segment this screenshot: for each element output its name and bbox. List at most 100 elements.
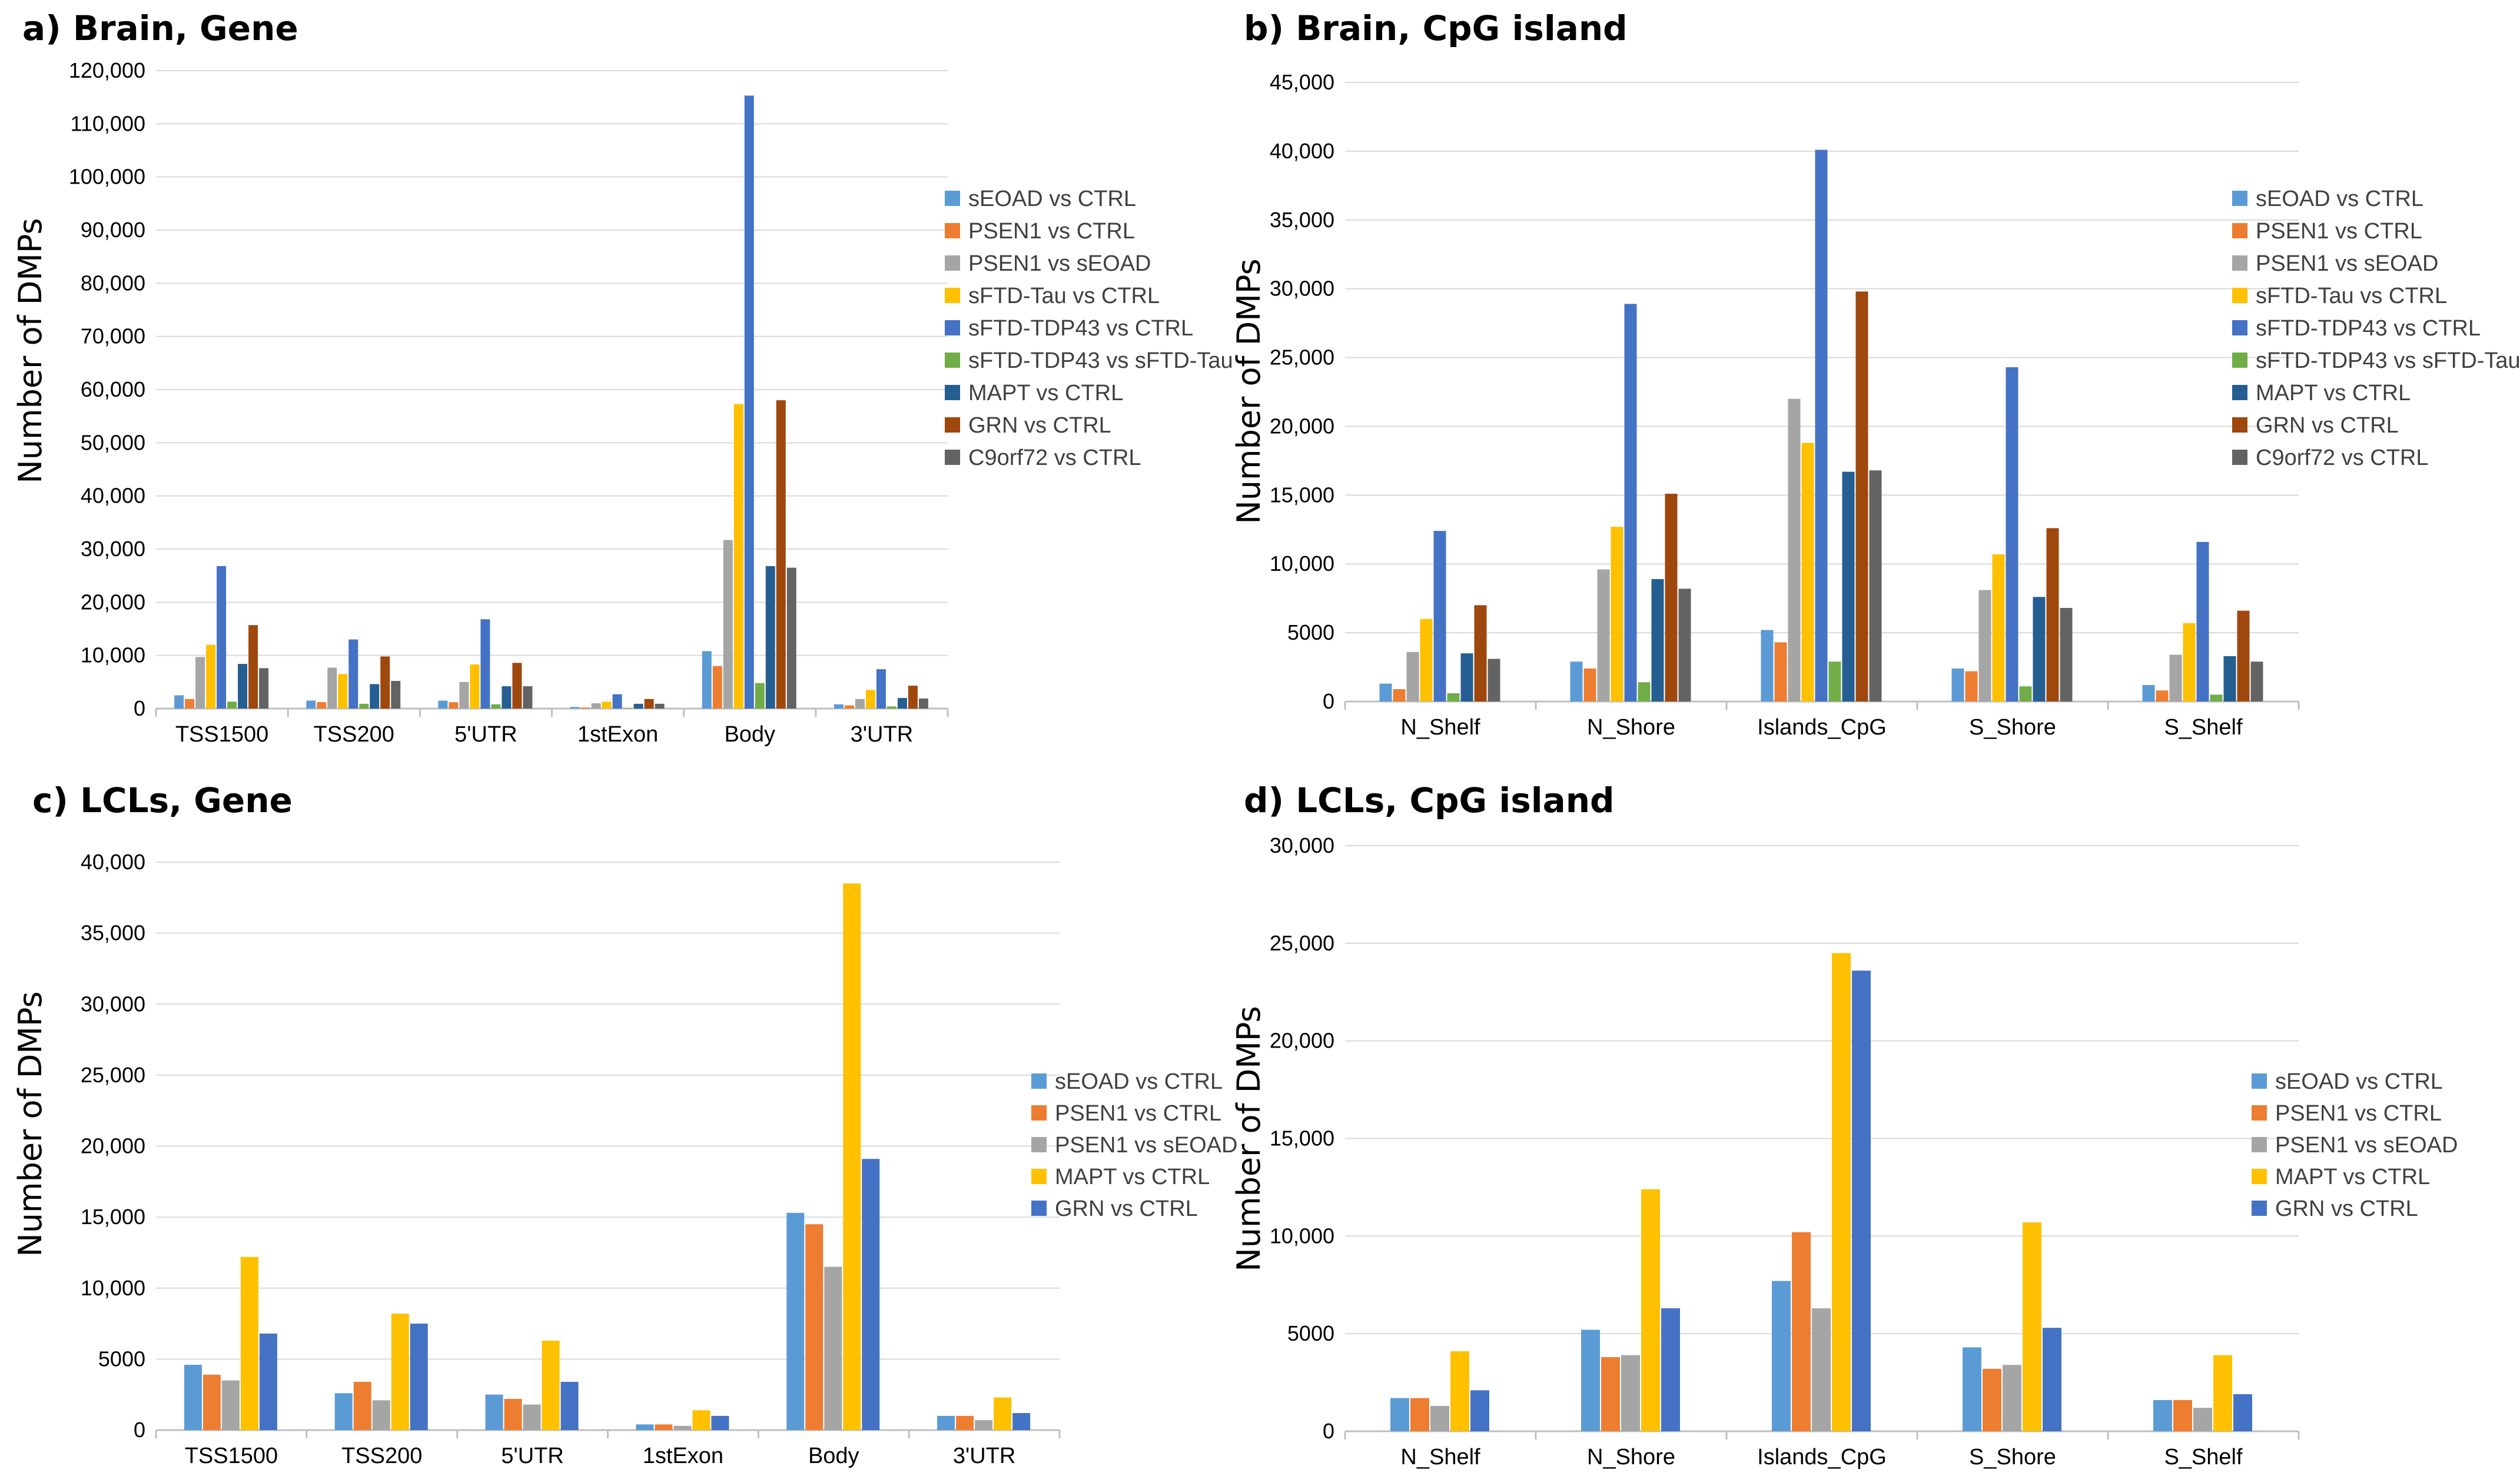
panel-d: d) LCLs, CpG island Number of DMPs 0 5000… (1230, 780, 2458, 1470)
legend-entry-psen1-vs-ctrl: PSEN1 vs CTRL (2256, 219, 2422, 244)
y-tick-label: 10,000 (1270, 1224, 1334, 1248)
bar-seoad-vs-ctrl (334, 1393, 353, 1430)
y-tick-label: 20,000 (81, 1134, 145, 1158)
bar-sftd-tdp43-vs-sftd-tau (2019, 686, 2032, 702)
bar-grn-vs-ctrl (908, 686, 918, 709)
bar-seoad-vs-ctrl (184, 1365, 202, 1430)
bar-seoad-vs-ctrl (1581, 1329, 1600, 1431)
legend-swatch-grn-vs-ctrl (1031, 1201, 1047, 1216)
bar-sftd-tdp43-vs-sftd-tau (755, 683, 765, 709)
bar-sftd-tau-vs-ctrl (1801, 443, 1814, 702)
y-tick-label: 35,000 (1270, 208, 1334, 232)
legend-entry-seoad-vs-ctrl: sEOAD vs CTRL (968, 187, 1136, 211)
bar-psen1-vs-seoad (855, 699, 865, 709)
y-tick-label: 0 (1323, 689, 1334, 713)
bar-seoad-vs-ctrl (306, 700, 316, 709)
panel-a-title: a) Brain, Gene (22, 8, 298, 48)
bar-grn-vs-ctrl (644, 699, 654, 709)
bar-psen1-vs-ctrl (1965, 671, 1978, 702)
legend-swatch-sftd-tdp43-vs-sftd-tau (945, 353, 960, 368)
y-tick-label: 0 (134, 1418, 145, 1442)
bar-psen1-vs-seoad (1812, 1308, 1831, 1431)
panel-a: a) Brain, Gene Number of DMPs 0 10,000 20,… (12, 8, 1233, 747)
bar-seoad-vs-ctrl (1570, 661, 1583, 702)
bar-seoad-vs-ctrl (1761, 630, 1774, 702)
bar-psen1-vs-seoad (1430, 1405, 1449, 1431)
bar-c9orf72-vs-ctrl (2060, 608, 2073, 702)
legend-entry-seoad-vs-ctrl: sEOAD vs CTRL (2275, 1069, 2443, 1094)
bar-sftd-tau-vs-ctrl (602, 702, 612, 709)
legend-entry-mapt-vs-ctrl: MAPT vs CTRL (2256, 381, 2411, 405)
bar-sftd-tau-vs-ctrl (206, 644, 216, 709)
bar-psen1-vs-seoad (1978, 590, 1991, 702)
legend-entry-c9orf72-vs-ctrl: C9orf72 vs CTRL (968, 446, 1141, 470)
y-tick-label: 10,000 (81, 643, 145, 667)
bar-mapt-vs-ctrl (542, 1341, 560, 1430)
bar-sftd-tdp43-vs-sftd-tau (1638, 682, 1651, 702)
x-tick-label: Body (808, 1444, 859, 1468)
bar-psen1-vs-ctrl (2173, 1399, 2192, 1431)
legend-swatch-sftd-tdp43-vs-ctrl (945, 320, 960, 335)
panel-c-title: c) LCLs, Gene (32, 780, 293, 820)
y-tick-label: 40,000 (81, 850, 145, 874)
y-tick-label: 20,000 (1270, 414, 1334, 438)
legend-swatch-psen1-vs-ctrl (2252, 1105, 2267, 1121)
bar-sftd-tdp43-vs-ctrl (744, 95, 754, 709)
bar-c9orf72-vs-ctrl (391, 681, 401, 709)
bar-psen1-vs-ctrl (844, 705, 854, 709)
y-tick-label: 20,000 (81, 590, 145, 614)
bar-sftd-tau-vs-ctrl (2183, 623, 2196, 702)
panel-d-plot: 0 5000 10,000 15,000 20,000 25,000 30,000 N_She… (1270, 833, 2300, 1470)
legend-swatch-grn-vs-ctrl (945, 417, 960, 433)
bar-mapt-vs-ctrl (1651, 579, 1664, 702)
legend-swatch-c9orf72-vs-ctrl (2232, 450, 2247, 465)
legend-swatch-sftd-tdp43-vs-sftd-tau (2232, 353, 2247, 368)
legend-swatch-sftd-tau-vs-ctrl (2232, 288, 2247, 303)
x-tick-label: 3'UTR (953, 1444, 1016, 1468)
x-tick-label: N_Shelf (1400, 1445, 1480, 1470)
bar-sftd-tau-vs-ctrl (733, 404, 743, 709)
bar-sftd-tdp43-vs-sftd-tau (359, 703, 369, 709)
y-tick-label: 30,000 (81, 992, 145, 1016)
x-tick-label: S_Shelf (2164, 715, 2243, 740)
bar-grn-vs-ctrl (711, 1415, 729, 1430)
bar-mapt-vs-ctrl (633, 703, 643, 709)
bar-grn-vs-ctrl (1012, 1413, 1031, 1430)
bar-mapt-vs-ctrl (2213, 1355, 2232, 1431)
bar-psen1-vs-seoad (1788, 398, 1801, 702)
legend-entry-psen1-vs-ctrl: PSEN1 vs CTRL (2275, 1101, 2442, 1126)
legend-swatch-sftd-tdp43-vs-ctrl (2232, 320, 2247, 335)
y-tick-label: 25,000 (81, 1063, 145, 1087)
bar-c9orf72-vs-ctrl (655, 703, 665, 709)
y-tick-label: 25,000 (1270, 931, 1334, 955)
legend-entry-sftd-tdp43-vs-sftd-tau: sFTD-TDP43 vs sFTD-Tau (2256, 348, 2520, 373)
x-tick-label: S_Shore (1969, 715, 2056, 740)
bar-psen1-vs-ctrl (504, 1398, 522, 1430)
legend-entry-sftd-tdp43-vs-ctrl: sFTD-TDP43 vs CTRL (968, 316, 1193, 341)
panel-c-legend: sEOAD vs CTRL PSEN1 vs CTRL PSEN1 vs sEOAD… (1031, 1069, 1237, 1221)
legend-swatch-psen1-vs-ctrl (945, 223, 960, 238)
bar-mapt-vs-ctrl (2023, 1222, 2041, 1431)
y-tick-label: 10,000 (81, 1276, 145, 1300)
x-tick-label: 1stExon (577, 722, 658, 747)
y-tick-label: 15,000 (1270, 483, 1334, 507)
bar-sftd-tau-vs-ctrl (338, 674, 348, 709)
bar-psen1-vs-ctrl (1792, 1232, 1811, 1431)
y-tick-label: 0 (134, 696, 145, 720)
bar-c9orf72-vs-ctrl (1488, 659, 1500, 702)
bar-sftd-tdp43-vs-ctrl (612, 694, 622, 709)
legend-entry-psen1-vs-seoad: PSEN1 vs sEOAD (1055, 1133, 1237, 1158)
bar-sftd-tdp43-vs-ctrl (1624, 304, 1637, 702)
y-tick-label: 100,000 (69, 165, 145, 189)
legend-swatch-sftd-tau-vs-ctrl (945, 288, 960, 303)
bar-grn-vs-ctrl (776, 400, 786, 709)
x-tick-label: S_Shelf (2164, 1445, 2243, 1470)
bar-grn-vs-ctrl (1661, 1308, 1680, 1431)
bar-psen1-vs-seoad (2003, 1365, 2021, 1431)
bar-seoad-vs-ctrl (1772, 1281, 1791, 1431)
bar-mapt-vs-ctrl (994, 1397, 1012, 1430)
legend-swatch-grn-vs-ctrl (2232, 417, 2247, 433)
x-tick-label: Body (724, 722, 775, 747)
bar-psen1-vs-seoad (2169, 654, 2182, 702)
